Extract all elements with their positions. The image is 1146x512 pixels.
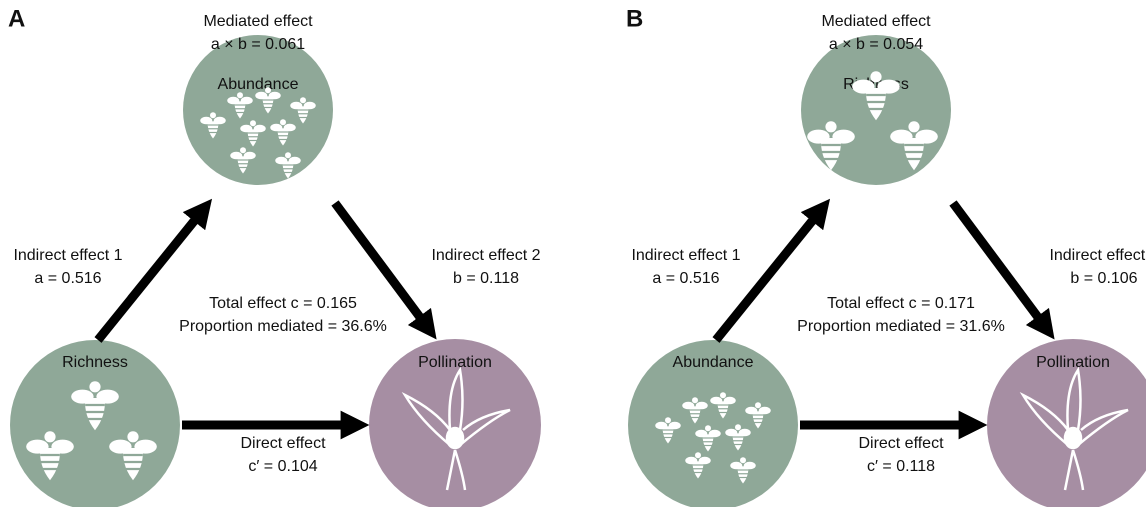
arrow (712, 198, 831, 343)
indirect2-label: b = 0.106 (1070, 270, 1137, 287)
bee-icon (730, 457, 756, 484)
bee-head (237, 92, 243, 99)
bee-icon (745, 402, 771, 429)
flower-center (445, 426, 465, 450)
bee-icon (200, 112, 226, 139)
flower-icon (401, 366, 511, 491)
bee-icon (807, 121, 855, 171)
direct-title: Direct effect (858, 435, 944, 452)
flower-stem (1063, 449, 1085, 491)
bee-head (870, 71, 882, 83)
bee-icon (890, 121, 938, 171)
arrow (949, 200, 1055, 340)
bee-head (705, 425, 711, 432)
bee-head (665, 417, 671, 424)
bee-icon (227, 92, 253, 119)
bee-head (265, 87, 271, 94)
node-label: Richness (62, 354, 128, 371)
indirect2-title: Indirect effect 2 (431, 247, 540, 264)
direct-label: c′ = 0.104 (248, 458, 317, 475)
flower-petal (1077, 408, 1129, 446)
proportion-label: Proportion mediated = 36.6% (179, 318, 387, 335)
mediated-label: a × b = 0.061 (211, 36, 305, 53)
flower-center (1063, 426, 1083, 450)
bee-head (280, 119, 286, 126)
direct-title: Direct effect (240, 435, 326, 452)
indirect1-title: Indirect effect 1 (631, 247, 740, 264)
flower-petal (459, 408, 511, 446)
flower-stem (445, 449, 467, 491)
bee-head (240, 147, 246, 154)
bee-head (825, 121, 837, 133)
node-label: Abundance (218, 76, 299, 93)
bee-head (89, 381, 101, 393)
bee-icon (71, 381, 119, 431)
proportion-label: Proportion mediated = 31.6% (797, 318, 1005, 335)
node-circle (628, 340, 798, 510)
bee-icon (26, 431, 74, 481)
bee-head (127, 431, 139, 443)
arrow (331, 200, 437, 340)
node-circle (183, 35, 333, 185)
bee-icon (290, 97, 316, 124)
indirect1-title: Indirect effect 1 (13, 247, 122, 264)
panel-letter: B (626, 5, 643, 32)
bee-head (692, 397, 698, 404)
bee-head (695, 452, 701, 459)
bee-icon (852, 71, 900, 121)
arrow (94, 198, 213, 343)
total-label: Total effect c = 0.171 (827, 295, 975, 312)
flower-petal (401, 391, 451, 446)
bee-head (285, 152, 291, 159)
bee-icon (109, 431, 157, 481)
bee-icon (230, 147, 256, 174)
bee-icon (255, 87, 281, 114)
bee-head (755, 402, 761, 409)
bee-head (720, 392, 726, 399)
bee-icon (275, 152, 301, 179)
bee-head (250, 120, 256, 127)
bee-head (210, 112, 216, 119)
total-label: Total effect c = 0.165 (209, 295, 357, 312)
mediated-title: Mediated effect (203, 13, 313, 30)
node-label: Pollination (418, 354, 492, 371)
mediated-title: Mediated effect (821, 13, 931, 30)
bee-head (44, 431, 56, 443)
panel-letter: A (8, 5, 25, 32)
flower-petal (448, 366, 464, 431)
panel: A Abundance Richness Pollination Mediated ef… (8, 5, 541, 511)
flower-icon (1019, 366, 1129, 491)
bee-icon (655, 417, 681, 444)
bee-head (735, 424, 741, 431)
node-label: Pollination (1036, 354, 1110, 371)
bee-head (300, 97, 306, 104)
indirect2-title: Indirect effect 2 (1049, 247, 1146, 264)
flower-petal (1066, 366, 1082, 431)
flower-petal (1019, 391, 1069, 446)
bee-icon (270, 119, 296, 146)
bee-head (908, 121, 920, 133)
bee-head (740, 457, 746, 464)
bee-icon (695, 425, 721, 452)
bee-icon (685, 452, 711, 479)
indirect2-label: b = 0.118 (453, 270, 519, 287)
mediated-label: a × b = 0.054 (829, 36, 923, 53)
indirect1-label: a = 0.516 (34, 270, 101, 287)
bee-icon (725, 424, 751, 451)
node-label: Abundance (673, 354, 754, 371)
bee-icon (710, 392, 736, 419)
indirect1-label: a = 0.516 (652, 270, 719, 287)
direct-label: c′ = 0.118 (867, 458, 935, 475)
bee-icon (240, 120, 266, 147)
node-circle (369, 339, 541, 511)
bee-icon (682, 397, 708, 424)
